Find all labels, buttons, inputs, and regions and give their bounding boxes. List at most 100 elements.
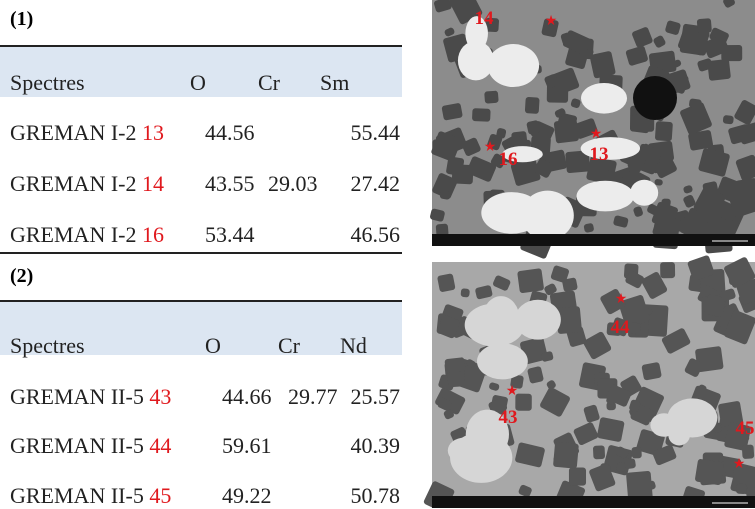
grain xyxy=(626,471,653,501)
grain xyxy=(631,446,642,459)
sample-id: 14 xyxy=(142,171,164,196)
light-phase xyxy=(514,299,561,340)
grain xyxy=(704,183,718,196)
grain xyxy=(606,401,616,411)
sample-id: 44 xyxy=(149,433,172,458)
pore xyxy=(633,76,677,120)
header-cell: Sm xyxy=(320,70,350,95)
star: ★ xyxy=(615,292,628,307)
sample-name: GREMAN II-5 xyxy=(10,384,150,409)
light-phase xyxy=(667,398,718,438)
sample-cell: GREMAN II-5 44 xyxy=(10,433,171,459)
light-phase xyxy=(576,180,635,212)
grain xyxy=(600,288,626,315)
star: ★ xyxy=(733,457,746,472)
marker-label: 14 xyxy=(475,8,495,29)
grain xyxy=(707,59,731,81)
grain xyxy=(639,143,654,159)
grain xyxy=(696,18,712,34)
grain xyxy=(526,120,541,135)
grain xyxy=(606,322,622,336)
grain xyxy=(510,158,541,186)
value-cell: 25.57 xyxy=(350,384,401,409)
grain xyxy=(435,387,466,415)
grain xyxy=(430,208,445,222)
grain xyxy=(490,153,506,169)
grain xyxy=(544,74,559,89)
light-phase xyxy=(464,303,525,347)
sample-cell: GREMAN I-2 16 xyxy=(10,222,164,248)
grain xyxy=(541,18,559,38)
grain xyxy=(735,154,755,181)
grain xyxy=(632,27,653,48)
grain xyxy=(524,97,540,114)
grain xyxy=(627,160,641,175)
grain xyxy=(541,351,554,362)
sample-name: GREMAN I-2 xyxy=(10,171,142,196)
grain xyxy=(431,131,462,162)
grain xyxy=(654,157,677,179)
value-cell: 55.44 xyxy=(350,120,401,145)
table-rule xyxy=(0,300,402,302)
grain xyxy=(515,393,532,411)
grain xyxy=(518,484,532,497)
grain xyxy=(695,459,724,485)
sample-name: GREMAN II-5 xyxy=(10,433,150,458)
light-phase xyxy=(580,137,641,160)
grain xyxy=(510,374,524,389)
value-cell: 50.78 xyxy=(350,483,401,508)
value-cell: 46.56 xyxy=(350,222,401,247)
value-cell: 53.44 xyxy=(205,222,255,247)
grain xyxy=(432,173,458,199)
grain xyxy=(625,270,644,289)
grain xyxy=(738,108,754,124)
star: ★ xyxy=(484,140,497,155)
table-rule xyxy=(0,252,402,254)
grain xyxy=(625,45,648,66)
header-cell: Spectres xyxy=(10,333,85,358)
grain xyxy=(444,27,455,37)
header-cell: Nd xyxy=(340,333,367,358)
value-cell: 44.66 xyxy=(222,384,272,409)
marker-label: 43 xyxy=(499,407,518,428)
grain xyxy=(589,463,616,492)
grain xyxy=(435,223,449,237)
sample-cell: GREMAN II-5 45 xyxy=(10,483,171,509)
grain xyxy=(472,108,491,122)
grain xyxy=(461,137,481,157)
grain xyxy=(654,179,663,186)
value-cell: 44.56 xyxy=(205,120,255,145)
value-cell: 40.39 xyxy=(350,433,401,458)
grain xyxy=(702,197,729,224)
grain xyxy=(641,272,668,299)
marker-label: 16 xyxy=(499,149,518,170)
sample-id: 43 xyxy=(149,384,172,409)
grain xyxy=(718,401,744,427)
grain xyxy=(593,445,606,460)
grain xyxy=(439,190,451,200)
grain xyxy=(651,201,678,229)
grain xyxy=(556,306,582,334)
grain xyxy=(583,404,600,423)
grain xyxy=(722,115,734,125)
grain xyxy=(704,294,726,317)
grain xyxy=(618,295,650,328)
sample-cell: GREMAN II-5 43 xyxy=(10,384,171,410)
grain xyxy=(553,119,579,144)
value-cell: 27.42 xyxy=(350,171,401,196)
grain xyxy=(736,278,755,305)
value-cell: 43.55 xyxy=(205,171,255,196)
grain xyxy=(615,446,629,459)
grain xyxy=(562,30,591,55)
grain xyxy=(565,150,591,174)
grain xyxy=(736,483,747,495)
grain xyxy=(597,417,625,442)
grain xyxy=(484,90,499,104)
grain xyxy=(616,462,626,472)
grain xyxy=(583,331,612,360)
sample-id: 16 xyxy=(142,222,164,247)
grain xyxy=(698,148,730,177)
sample-id: 13 xyxy=(142,120,164,145)
light-phase xyxy=(487,44,540,88)
